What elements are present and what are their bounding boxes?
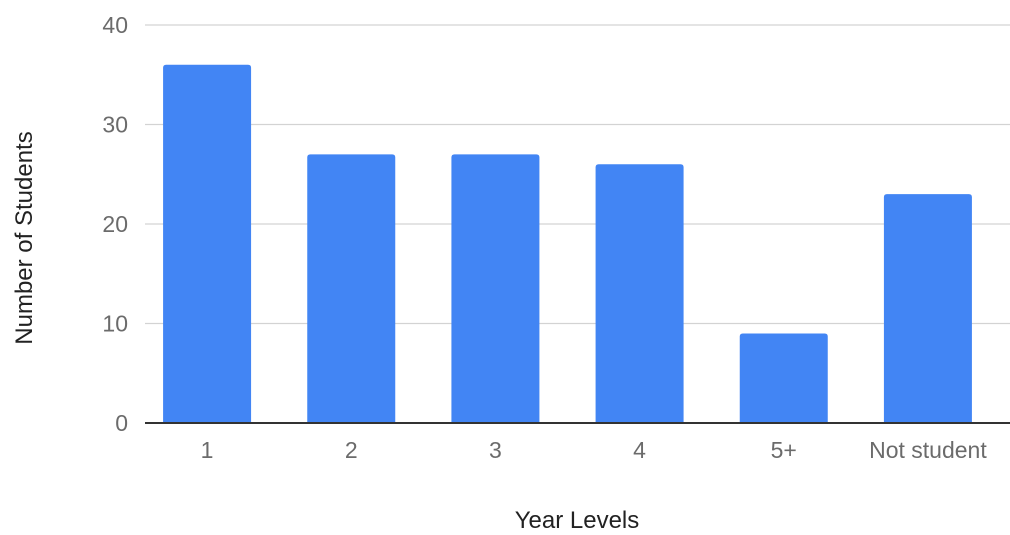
x-tick-label: 5+	[771, 437, 797, 463]
gridlines	[145, 24, 1010, 325]
bar-4	[595, 164, 684, 424]
y-tick-label: 10	[102, 311, 128, 337]
x-tick-label: 4	[633, 437, 646, 463]
y-tick-label: 20	[102, 211, 128, 237]
bar-5-	[739, 333, 828, 423]
y-tick-label: 40	[102, 12, 128, 38]
x-axis-title: Year Levels	[515, 507, 640, 534]
y-tick-label: 30	[102, 112, 128, 138]
bar-1	[163, 64, 252, 424]
x-axis-ticks: 1 2 3 4 5+ Not student	[201, 437, 988, 463]
bar-not-student	[883, 194, 972, 423]
y-axis-ticks: 0 10 20 30 40	[102, 12, 128, 436]
x-tick-label: 1	[201, 437, 214, 463]
bar-3	[451, 154, 540, 423]
x-tick-label: Not student	[869, 437, 987, 463]
bar-2	[307, 154, 396, 423]
x-tick-label: 3	[489, 437, 502, 463]
x-tick-label: 2	[345, 437, 358, 463]
y-tick-label: 0	[115, 410, 128, 436]
y-axis-title: Number of Students	[11, 131, 38, 344]
bars	[163, 64, 972, 424]
